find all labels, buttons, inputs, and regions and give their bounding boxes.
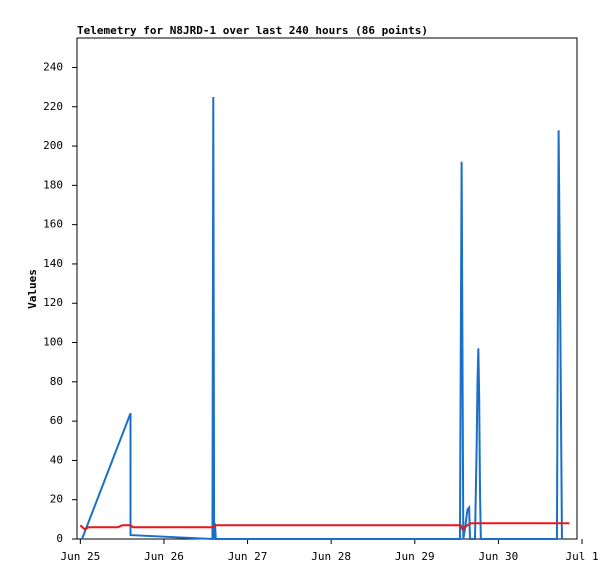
y-tick-label: 240 <box>43 60 63 73</box>
x-tick-label: Jun 29 <box>395 550 435 563</box>
y-tick-label: 100 <box>43 336 63 349</box>
plot-area <box>76 37 578 540</box>
y-tick-label: 220 <box>43 100 63 113</box>
y-tick-label: 60 <box>50 414 63 427</box>
y-tick-label: 120 <box>43 296 63 309</box>
x-tick-label: Jun 28 <box>311 550 351 563</box>
series-line <box>79 522 570 531</box>
y-tick-label: 140 <box>43 257 63 270</box>
y-tick-label: 20 <box>50 493 63 506</box>
y-tick-label: 80 <box>50 375 63 388</box>
x-tick-label: Jun 27 <box>228 550 268 563</box>
y-tick-label: 0 <box>56 532 63 545</box>
x-tick-label: Jun 26 <box>144 550 184 563</box>
y-tick-label: 160 <box>43 218 63 231</box>
x-tick-label: Jun 30 <box>479 550 519 563</box>
y-axis-label: Values <box>26 269 39 309</box>
y-tick-label: 40 <box>50 453 63 466</box>
series-line <box>81 96 563 541</box>
y-tick-label: 200 <box>43 139 63 152</box>
x-tick-label: Jul 1 <box>565 550 598 563</box>
y-tick-label: 180 <box>43 178 63 191</box>
x-tick-label: Jun 25 <box>60 550 100 563</box>
chart-title: Telemetry for N8JRD-1 over last 240 hour… <box>77 24 428 37</box>
